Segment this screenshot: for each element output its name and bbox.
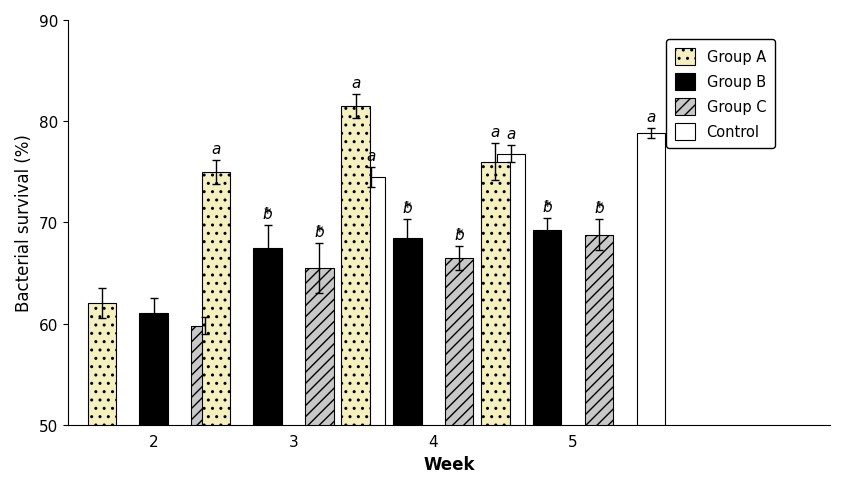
Text: *: * — [543, 183, 550, 215]
Bar — [88, 304, 116, 488]
Bar — [341, 107, 370, 488]
Text: *: * — [403, 183, 411, 216]
Legend: Group A, Group B, Group C, Control: Group A, Group B, Group C, Control — [665, 41, 774, 149]
Text: a: a — [211, 142, 220, 156]
Bar — [139, 314, 168, 488]
Text: b: b — [454, 227, 463, 242]
Text: a: a — [366, 148, 376, 163]
Bar — [201, 172, 230, 488]
Bar — [496, 154, 525, 488]
Bar — [392, 238, 421, 488]
Text: a: a — [350, 76, 360, 91]
Text: b: b — [593, 201, 603, 216]
Text: b: b — [262, 207, 272, 222]
Bar — [584, 235, 613, 488]
Bar — [253, 248, 281, 488]
X-axis label: Week: Week — [423, 455, 474, 473]
Bar — [356, 178, 385, 488]
Text: a: a — [506, 127, 515, 142]
Bar — [533, 231, 560, 488]
Bar — [305, 268, 333, 488]
Text: b: b — [542, 200, 551, 215]
Bar — [191, 326, 219, 488]
Text: b: b — [314, 224, 324, 239]
Text: *: * — [594, 183, 602, 216]
Text: a: a — [646, 110, 655, 125]
Y-axis label: Bacterial survival (%): Bacterial survival (%) — [15, 134, 33, 312]
Text: b: b — [402, 201, 412, 216]
Text: *: * — [315, 207, 322, 239]
Text: a: a — [490, 125, 500, 140]
Bar — [480, 163, 509, 488]
Text: *: * — [263, 189, 271, 222]
Bar — [445, 258, 473, 488]
Bar — [636, 134, 664, 488]
Text: *: * — [455, 210, 463, 242]
